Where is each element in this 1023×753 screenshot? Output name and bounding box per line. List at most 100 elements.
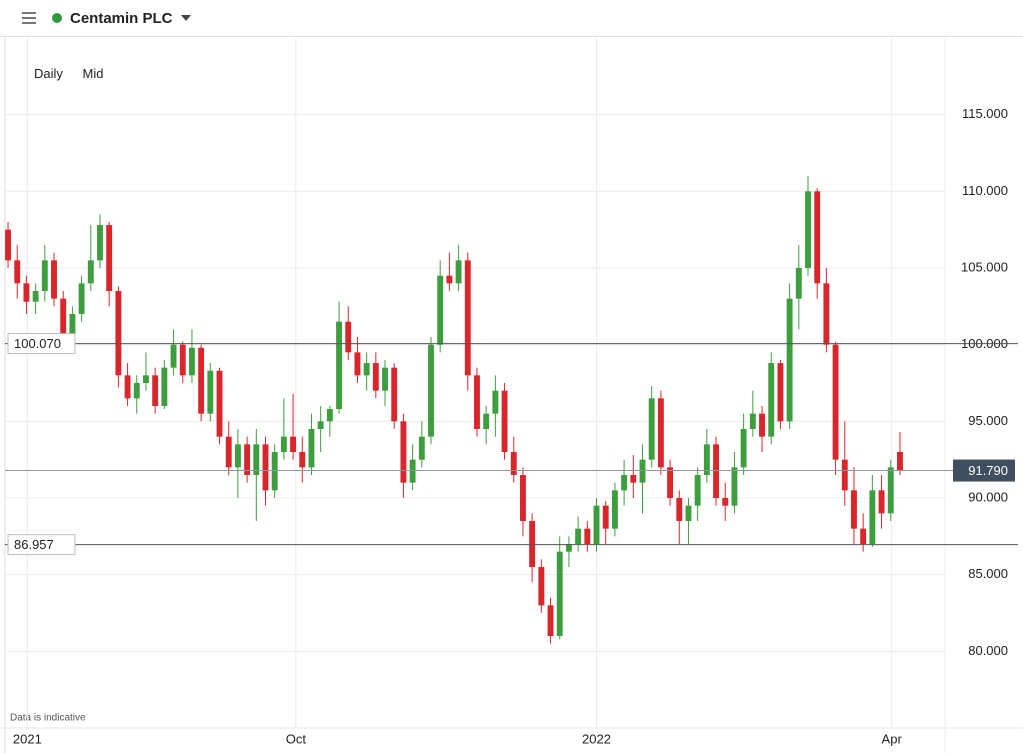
candle-body bbox=[630, 475, 637, 483]
last-price-box bbox=[953, 459, 1015, 482]
y-tick-label: 95.000 bbox=[968, 413, 1008, 428]
level-label-box bbox=[7, 534, 76, 556]
candle-body bbox=[428, 344, 434, 437]
candle-body bbox=[805, 191, 811, 268]
candle-body bbox=[492, 390, 499, 414]
candle-body bbox=[262, 444, 269, 491]
candle-body bbox=[639, 459, 646, 483]
candle-body bbox=[354, 352, 361, 376]
candle-body bbox=[124, 375, 131, 399]
candle-body bbox=[198, 347, 205, 414]
level-label: 100.070 bbox=[14, 336, 61, 351]
candle-body bbox=[713, 444, 719, 498]
candle-body bbox=[336, 321, 342, 410]
candle-body bbox=[529, 521, 536, 567]
candle-body bbox=[841, 459, 848, 491]
candle-body bbox=[280, 436, 287, 452]
instrument-title[interactable]: Centamin PLC bbox=[70, 9, 173, 27]
candle-body bbox=[87, 260, 94, 284]
candle-body bbox=[878, 490, 885, 514]
candle-body bbox=[667, 467, 674, 498]
candle-body bbox=[97, 225, 103, 261]
candle-body bbox=[326, 409, 333, 422]
candle-body bbox=[170, 344, 177, 368]
y-tick-label: 100.000 bbox=[961, 336, 1008, 351]
candle-body bbox=[152, 375, 159, 406]
candle-body bbox=[308, 429, 315, 468]
candle-body bbox=[115, 291, 122, 376]
candle-body bbox=[648, 398, 655, 460]
header: Centamin PLC bbox=[0, 0, 1023, 37]
candle-body bbox=[621, 475, 628, 491]
candle-body bbox=[869, 490, 876, 544]
toolbar: Daily Mid bbox=[34, 66, 119, 81]
menu-button[interactable] bbox=[22, 9, 36, 27]
candle-body bbox=[474, 375, 480, 429]
candle-body bbox=[483, 413, 490, 429]
y-tick-label: 115.000 bbox=[962, 106, 1008, 121]
candle-body bbox=[244, 444, 251, 475]
candle-body bbox=[391, 367, 398, 422]
level-label-box bbox=[7, 333, 76, 355]
candle-body bbox=[299, 452, 306, 468]
note: Data is indicative bbox=[10, 713, 86, 724]
candle-body bbox=[823, 283, 830, 345]
candle-body bbox=[602, 505, 609, 529]
x-tick-label: Oct bbox=[286, 731, 307, 746]
candle-body bbox=[795, 268, 802, 299]
candle-body bbox=[455, 260, 462, 284]
candle-body bbox=[676, 498, 683, 521]
candle-body bbox=[703, 444, 710, 475]
price-button[interactable]: Mid bbox=[82, 66, 104, 81]
candle-body bbox=[538, 567, 545, 606]
candle-body bbox=[565, 544, 572, 552]
candle-body bbox=[418, 436, 425, 460]
candle-body bbox=[584, 528, 591, 544]
status-dot bbox=[52, 13, 62, 23]
candle-body bbox=[382, 367, 388, 391]
candle-body bbox=[749, 413, 756, 429]
candle-body bbox=[188, 347, 195, 376]
candle-body bbox=[464, 260, 471, 376]
candle-body bbox=[860, 528, 867, 544]
candle-body bbox=[69, 314, 76, 337]
y-tick-label: 85.000 bbox=[968, 566, 1008, 581]
candle-body bbox=[133, 383, 140, 399]
candle-body bbox=[216, 370, 223, 437]
candle-body bbox=[372, 363, 379, 391]
dropdown-caret[interactable] bbox=[180, 15, 191, 21]
candle-body bbox=[887, 467, 894, 514]
candle-body bbox=[501, 390, 508, 452]
y-tick-label: 80.000 bbox=[968, 643, 1008, 658]
candle-body bbox=[234, 444, 241, 468]
candle-body bbox=[179, 344, 186, 376]
candle-body bbox=[556, 551, 563, 636]
candle-body bbox=[345, 321, 352, 353]
candle-body bbox=[722, 498, 729, 506]
candle-body bbox=[510, 452, 517, 475]
candle-body bbox=[520, 475, 526, 521]
y-tick-label: 110.000 bbox=[962, 183, 1008, 198]
candle-body bbox=[593, 505, 600, 544]
interval-button[interactable]: Daily bbox=[34, 66, 63, 81]
candle-body bbox=[106, 225, 113, 291]
candle-body bbox=[5, 229, 11, 261]
candle-body bbox=[78, 283, 85, 314]
candle-body bbox=[437, 275, 444, 345]
candle-body bbox=[547, 605, 554, 636]
last-price-label: 91.790 bbox=[968, 463, 1008, 478]
candle-body bbox=[575, 528, 582, 544]
candle-body bbox=[143, 375, 149, 383]
candle-body bbox=[786, 298, 793, 422]
candle-body bbox=[446, 275, 453, 284]
candle-body bbox=[814, 191, 821, 284]
candle-body bbox=[290, 436, 297, 452]
candle-body bbox=[897, 452, 903, 471]
candle-body bbox=[225, 436, 232, 468]
candle-body bbox=[759, 413, 765, 437]
candle-body bbox=[777, 363, 784, 422]
candle-body bbox=[161, 367, 168, 406]
candle-body bbox=[363, 363, 370, 376]
